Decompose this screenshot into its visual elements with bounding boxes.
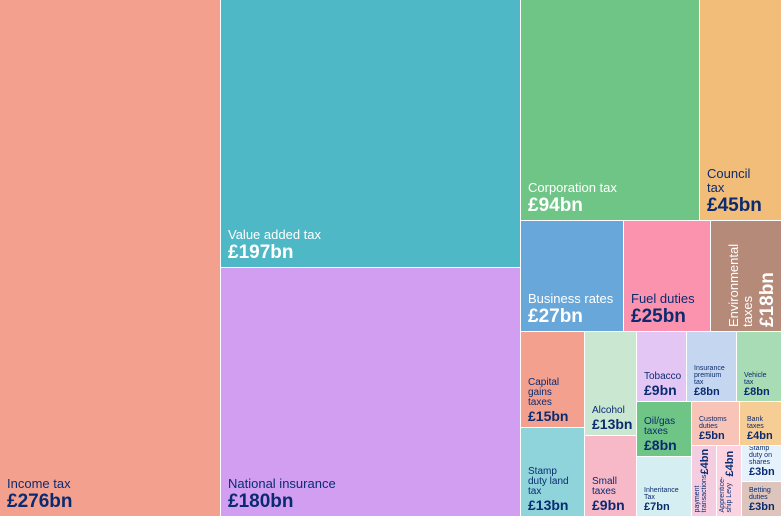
treemap-value-label: £9bn bbox=[592, 497, 625, 513]
treemap-value-label: £4bn bbox=[699, 448, 711, 475]
treemap-cell-tobacco: Tobacco £9bn bbox=[637, 332, 687, 402]
treemap-value-label: £8bn bbox=[694, 386, 720, 398]
treemap-label: Environmental taxes £18bn bbox=[726, 221, 779, 327]
treemap-value-label: £13bn bbox=[528, 497, 569, 513]
treemap-value-label: £5bn bbox=[699, 430, 725, 442]
treemap-value-label: £7bn bbox=[644, 501, 670, 513]
treemap-cell-insurance-premium-tax: Insurance premium tax £8bn bbox=[687, 332, 737, 402]
treemap-category-name: Oil/gas taxes bbox=[644, 416, 676, 437]
treemap-category-name: Income tax bbox=[7, 476, 71, 491]
treemap-category-name: Fuel duties bbox=[631, 291, 695, 306]
treemap-cell-alcohol: Alcohol £13bn bbox=[585, 332, 637, 436]
treemap-category-name: Bank taxes bbox=[747, 416, 764, 430]
treemap-cell-stamp-duty-land-tax: Stamp duty land tax £13bn bbox=[521, 428, 585, 517]
treemap-label: National insurance £180bn bbox=[228, 477, 518, 513]
treemap-label: Business rates £27bn bbox=[528, 292, 621, 328]
treemap-cell-national-insurance: National insurance £180bn bbox=[221, 268, 521, 517]
treemap-cell-apprentice-ship-levy: Apprentice- ship Levy£4bn bbox=[717, 446, 742, 517]
treemap-value-label: £3bn bbox=[749, 501, 775, 513]
treemap-value-label: £25bn bbox=[631, 306, 686, 327]
treemap-category-name: Small taxes bbox=[592, 476, 618, 497]
treemap-value-label: £4bn bbox=[724, 450, 736, 477]
treemap-label: Inheritance Tax £7bn bbox=[644, 487, 689, 513]
treemap-value-label: £180bn bbox=[228, 491, 294, 512]
treemap-label: Apprentice- ship Levy£4bn bbox=[719, 451, 739, 512]
treemap-label: Tobacco £9bn bbox=[644, 371, 684, 399]
treemap-value-label: £4bn bbox=[747, 430, 773, 442]
treemap-category-name: Council tax bbox=[707, 166, 751, 195]
treemap-label: Alcohol £13bn bbox=[592, 405, 634, 433]
treemap-cell-bank-taxes: Bank taxes £4bn bbox=[740, 402, 782, 446]
treemap-label: Capital gains taxes £15bn bbox=[528, 377, 582, 425]
treemap-category-name: National insurance bbox=[228, 476, 336, 491]
treemap-category-name: Apprentice- ship Levy bbox=[719, 476, 733, 512]
treemap-value-label: £197bn bbox=[228, 242, 294, 263]
treemap-cell-fuel-duties: Fuel duties £25bn bbox=[624, 221, 711, 332]
treemap-value-label: £27bn bbox=[528, 306, 583, 327]
treemap-cell-automated-payment-transactions: Automated payment transactions£4bn bbox=[692, 446, 717, 517]
treemap-category-name: Value added tax bbox=[228, 227, 321, 242]
treemap-cell-stamp-duty-on-shares: Stamp duty on shares £3bn bbox=[742, 446, 782, 482]
treemap-category-name: Stamp duty on shares bbox=[749, 446, 772, 466]
treemap-category-name: Betting duties bbox=[749, 487, 771, 501]
treemap-label: Betting duties £3bn bbox=[749, 487, 779, 513]
treemap-value-label: £8bn bbox=[744, 386, 770, 398]
treemap-category-name: Stamp duty land tax bbox=[528, 466, 569, 497]
treemap-category-name: Environmental taxes bbox=[726, 243, 755, 327]
treemap-value-label: £94bn bbox=[528, 195, 583, 216]
treemap-category-name: Customs duties bbox=[699, 416, 727, 430]
treemap-value-label: £276bn bbox=[7, 491, 73, 512]
treemap-category-name: Corporation tax bbox=[528, 180, 617, 195]
treemap-cell-corporation-tax: Corporation tax £94bn bbox=[521, 0, 700, 221]
treemap-value-label: £45bn bbox=[707, 195, 762, 216]
treemap-category-name: Alcohol bbox=[592, 405, 625, 416]
treemap-label: Income tax £276bn bbox=[7, 477, 218, 513]
treemap-label: Customs duties £5bn bbox=[699, 416, 737, 442]
treemap-value-label: £8bn bbox=[644, 437, 677, 453]
treemap-label: Insurance premium tax £8bn bbox=[694, 365, 734, 398]
treemap-label: Automated payment transactions£4bn bbox=[692, 449, 714, 512]
treemap-label: Stamp duty land tax £13bn bbox=[528, 466, 582, 514]
treemap-category-name: Automated payment transactions bbox=[692, 474, 708, 512]
treemap-category-name: Insurance premium tax bbox=[694, 365, 725, 386]
treemap-value-label: £18bn bbox=[757, 272, 778, 327]
treemap-cell-environmental-taxes: Environmental taxes £18bn bbox=[711, 221, 782, 332]
treemap-category-name: Business rates bbox=[528, 291, 614, 306]
treemap-value-label: £15bn bbox=[528, 408, 569, 424]
treemap-label: Corporation tax £94bn bbox=[528, 181, 697, 217]
treemap-category-name: Tobacco bbox=[644, 371, 682, 382]
treemap-label: Fuel duties £25bn bbox=[631, 292, 708, 328]
treemap-cell-value-added-tax: Value added tax £197bn bbox=[221, 0, 521, 268]
treemap-cell-income-tax: Income tax £276bn bbox=[0, 0, 221, 517]
treemap-value-label: £3bn bbox=[749, 466, 775, 478]
treemap-label: Bank taxes £4bn bbox=[747, 416, 779, 442]
treemap-label: Vehicle tax £8bn bbox=[744, 372, 779, 398]
treemap-value-label: £9bn bbox=[644, 382, 677, 398]
treemap-cell-customs-duties: Customs duties £5bn bbox=[692, 402, 740, 446]
treemap-category-name: Capital gains taxes bbox=[528, 377, 560, 408]
treemap-label: Small taxes £9bn bbox=[592, 476, 634, 514]
treemap-label: Council tax £45bn bbox=[707, 167, 779, 217]
treemap-cell-vehicle-tax: Vehicle tax £8bn bbox=[737, 332, 782, 402]
treemap-cell-business-rates: Business rates £27bn bbox=[521, 221, 624, 332]
treemap-cell-betting-duties: Betting duties £3bn bbox=[742, 482, 782, 517]
treemap-value-label: £13bn bbox=[592, 416, 633, 432]
treemap-label: Stamp duty on shares £3bn bbox=[749, 446, 779, 478]
treemap-cell-council-tax: Council tax £45bn bbox=[700, 0, 782, 221]
treemap-cell-capital-gains-taxes: Capital gains taxes £15bn bbox=[521, 332, 585, 428]
treemap-cell-oil-gas-taxes: Oil/gas taxes £8bn bbox=[637, 402, 692, 457]
treemap-label: Oil/gas taxes £8bn bbox=[644, 416, 689, 454]
treemap-cell-small-taxes: Small taxes £9bn bbox=[585, 436, 637, 517]
treemap-cell-inheritance-tax: Inheritance Tax £7bn bbox=[637, 457, 692, 517]
treemap-label: Value added tax £197bn bbox=[228, 228, 518, 264]
treemap-category-name: Inheritance Tax bbox=[644, 487, 679, 501]
treemap-category-name: Vehicle tax bbox=[744, 372, 767, 386]
